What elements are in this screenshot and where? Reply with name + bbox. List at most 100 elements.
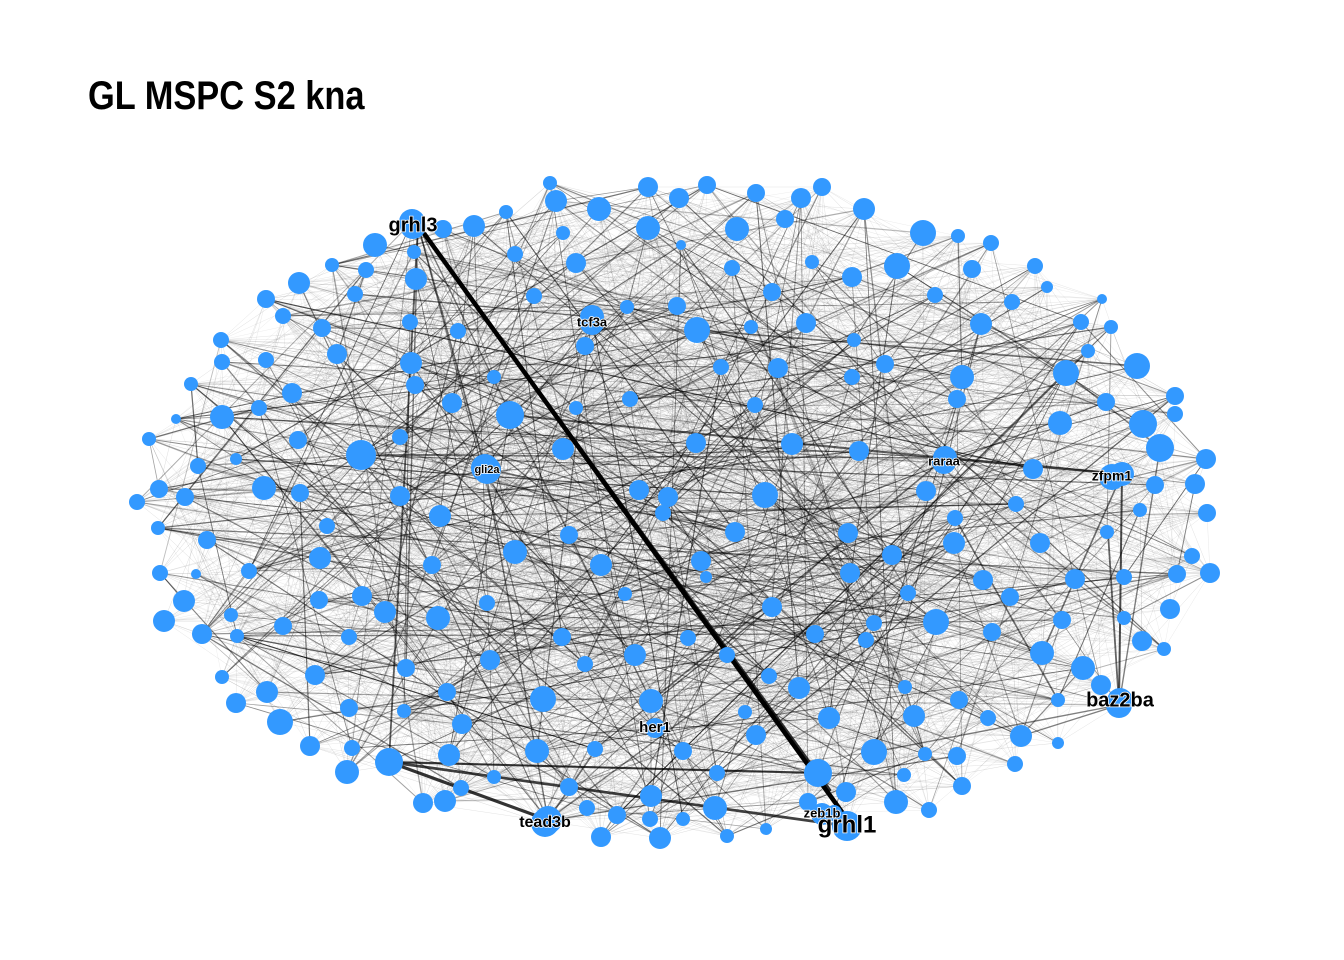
network-edge [777, 294, 936, 369]
network-edge [705, 576, 830, 719]
network-edge [1011, 301, 1084, 669]
network-edge [235, 458, 958, 757]
network-edge [667, 244, 682, 498]
network-edge [414, 384, 491, 661]
network-edge [413, 232, 564, 253]
network-edge [388, 761, 847, 793]
network-edge [220, 339, 1067, 374]
network-edge [765, 458, 1207, 830]
network-edge [148, 208, 600, 440]
network-edge [351, 517, 956, 749]
network-edge [388, 663, 586, 763]
network-edge [562, 232, 636, 656]
network-edge [235, 458, 766, 496]
network-node [970, 313, 992, 335]
network-edge [236, 635, 960, 701]
network-edge [336, 353, 602, 838]
network-edge [158, 321, 1082, 490]
network-edge [514, 253, 626, 595]
network-edge [190, 326, 752, 385]
network-edge [201, 633, 316, 676]
network-edge [230, 489, 640, 616]
network-node [746, 725, 766, 745]
network-edge [265, 298, 1211, 574]
network-edge [828, 268, 973, 719]
network-edge [486, 182, 551, 604]
network-edge [197, 465, 875, 624]
network-edge [354, 293, 1144, 425]
network-edge [851, 276, 1076, 580]
node-labels: grhl3grhl1tcf3agli2araraazfpm1baz2baher1… [388, 214, 1156, 840]
network-edge [533, 295, 809, 803]
network-edge [298, 282, 386, 613]
network-edge [562, 350, 1089, 450]
network-edge [413, 251, 424, 804]
network-node [973, 570, 993, 590]
network-edge [442, 228, 1193, 557]
network-edge [411, 221, 588, 809]
network-edge [388, 218, 786, 763]
network-edge [811, 232, 924, 263]
network-edge [568, 534, 960, 701]
network-node [916, 481, 936, 501]
network-edge [221, 361, 875, 624]
network-edge [399, 495, 424, 804]
network-edge [175, 418, 626, 595]
network-edge [148, 438, 238, 637]
network-edge [266, 691, 544, 700]
network-edge [647, 186, 728, 656]
network-node [142, 432, 156, 446]
network-edge [765, 301, 1013, 830]
network-edge [148, 438, 362, 456]
network-edge [676, 242, 992, 307]
network-edge [473, 225, 495, 778]
network-edge [175, 413, 1176, 420]
network-node [438, 683, 456, 701]
network-node [861, 739, 887, 765]
network-edge [248, 413, 1176, 572]
network-edge [1087, 350, 1102, 686]
network-node [1027, 258, 1043, 274]
network-edge [414, 384, 1176, 397]
network-edge [399, 436, 689, 639]
network-edge [346, 306, 628, 773]
network-node [325, 258, 339, 272]
network-edge [935, 621, 960, 701]
network-edge [533, 295, 651, 820]
network-edge [961, 376, 1211, 574]
network-edge [1041, 422, 1061, 654]
network-edge [190, 321, 1082, 385]
network-edge [448, 489, 640, 756]
network-node [1104, 320, 1118, 334]
network-edge [384, 291, 773, 613]
network-edge [489, 639, 867, 661]
network-edge [360, 454, 930, 811]
network-node [1146, 434, 1174, 462]
strong-edge [484, 316, 593, 469]
network-edge [399, 367, 779, 438]
network-edge [388, 192, 757, 763]
network-edge [399, 436, 549, 821]
network-edge [514, 551, 716, 809]
network-edge [399, 495, 915, 717]
network-edge [584, 345, 1061, 424]
network-edge [659, 422, 1061, 839]
network-edge [439, 515, 463, 725]
network-node [1007, 756, 1023, 772]
network-edge [399, 265, 898, 438]
network-edge [437, 443, 793, 619]
network-node [849, 441, 869, 461]
network-edge [190, 383, 697, 444]
network-edge [221, 676, 716, 809]
network-edge [575, 286, 1048, 409]
strong-edge [873, 704, 1120, 753]
network-node [1030, 641, 1054, 665]
network-edge [221, 635, 238, 678]
network-node [400, 352, 422, 374]
label-tcf3a: tcf3a [577, 314, 608, 329]
network-edge [201, 570, 250, 635]
network-node [341, 629, 357, 645]
network-edge [309, 686, 906, 747]
network-edge [562, 322, 807, 450]
network-edge [282, 625, 1084, 669]
